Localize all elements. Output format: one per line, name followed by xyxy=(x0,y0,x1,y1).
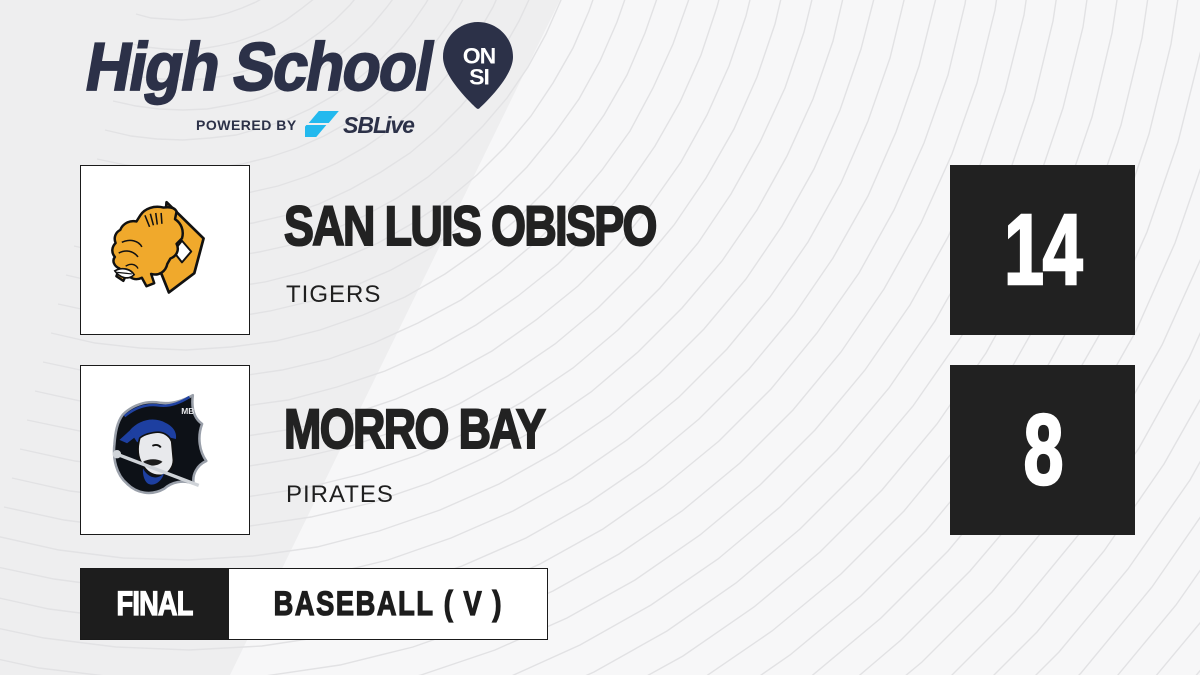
svg-text:SBL: SBL xyxy=(343,112,386,138)
svg-text:MB: MB xyxy=(181,406,194,416)
svg-text:SI: SI xyxy=(469,65,489,89)
svg-text:ive: ive xyxy=(385,112,415,138)
